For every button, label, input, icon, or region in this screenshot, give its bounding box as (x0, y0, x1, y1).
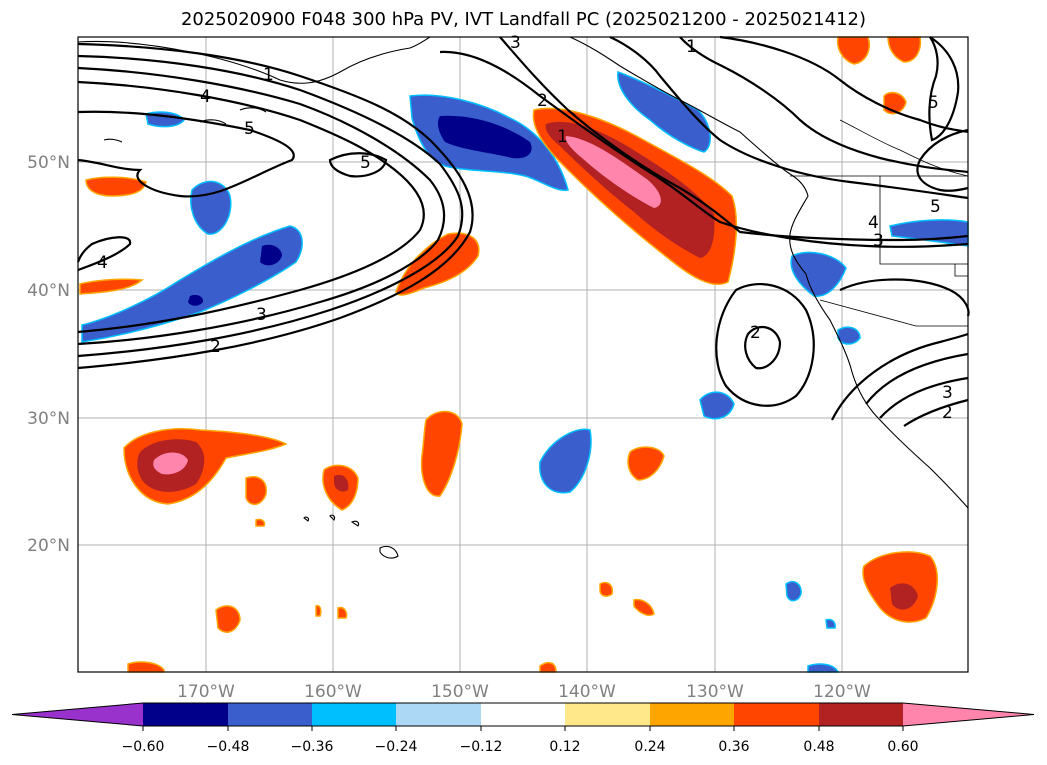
colorbar-segment (481, 703, 565, 726)
colorbar-tick-label: 0.48 (803, 739, 834, 755)
lon-label: 140°W (558, 682, 616, 702)
pv-anomaly-navy (437, 115, 532, 159)
colorbar-tick-label: 0.24 (634, 739, 665, 755)
contour-label: 2 (942, 403, 953, 423)
lon-label: 170°W (177, 682, 235, 702)
pv-anomaly-orangered (627, 446, 665, 481)
colorbar-tick-label: −0.48 (207, 739, 250, 755)
contour-label: 4 (200, 87, 211, 107)
colorbar-extend-min (12, 703, 143, 726)
ivt-contours (76, 35, 970, 427)
pv-anomaly-blue (617, 70, 711, 153)
pv-anomaly-blue (837, 326, 861, 345)
lon-label: 120°W (813, 682, 871, 702)
colorbar-segment (228, 703, 312, 726)
pv-anomaly-orangered (420, 410, 463, 497)
colorbar-tick-label: −0.24 (375, 739, 418, 755)
latitude-labels: 50°N 40°N 30°N 20°N (27, 153, 70, 556)
lat-label: 30°N (27, 409, 70, 429)
pv-anomaly-blue (539, 428, 592, 494)
lon-label: 150°W (431, 682, 489, 702)
pv-anomaly-orangered (836, 36, 870, 65)
contour-label: 3 (873, 231, 884, 251)
contour-label: 2 (537, 91, 548, 111)
map-title: 2025020900 F048 300 hPa PV, IVT Landfall… (180, 9, 867, 30)
contour-label: 3 (256, 305, 267, 325)
pv-anomaly-blue (825, 618, 836, 629)
pv-anomaly-orangered (337, 606, 348, 619)
pv-anomaly-firebrick (334, 474, 349, 492)
contour-label: 1 (686, 37, 697, 57)
pv-anomaly-orangered (633, 598, 655, 617)
pv-anomaly-pink (565, 136, 661, 208)
lat-label: 40°N (27, 281, 70, 301)
contour-label: 2 (750, 323, 761, 343)
lon-label: 160°W (304, 682, 362, 702)
contour-label: 1 (263, 65, 274, 85)
colorbar-segment (143, 703, 228, 726)
map-panel: 1 4 5 5 4 3 2 2 1 3 1 5 2 4 3 5 3 2 (76, 33, 970, 673)
colorbar-segment (312, 703, 396, 726)
contour-label: 3 (942, 383, 953, 403)
colorbar-tick-label: 0.12 (549, 739, 580, 755)
pv-anomaly-orangered (315, 604, 322, 617)
colorbar-tick-label: −0.60 (122, 739, 165, 755)
contour-label: 5 (928, 93, 939, 113)
colorbar-tick-label: −0.12 (460, 739, 503, 755)
lat-label: 50°N (27, 153, 70, 173)
contour-label: 5 (930, 197, 941, 217)
colorbar-labels: −0.60 −0.48 −0.36 −0.24 −0.12 0.12 0.24 … (122, 739, 919, 755)
pv-anomaly-navy (260, 244, 282, 266)
contour-label: 1 (557, 127, 568, 147)
pv-anomaly-orangered (599, 581, 614, 597)
pv-anomaly-blue (699, 391, 735, 420)
colorbar-segment (650, 703, 734, 726)
lon-label: 130°W (686, 682, 744, 702)
colorbar-segment (396, 703, 481, 726)
colorbar-segment (565, 703, 650, 726)
pv-anomaly-orangered (887, 36, 922, 63)
pv-anomaly-blue (81, 225, 303, 343)
pv-anomaly-blue (785, 580, 802, 602)
contour-label: 5 (360, 153, 371, 173)
pv-anomaly-orangered (539, 661, 557, 673)
colorbar-tick-label: −0.36 (291, 739, 334, 755)
pv-anomaly-orangered (79, 278, 144, 295)
pv-anomaly-orangered (85, 176, 147, 197)
pv-anomaly-orangered (245, 476, 267, 506)
pv-anomaly-pink (153, 452, 188, 475)
pv-anomaly-orangered (255, 518, 266, 527)
contour-label: 2 (210, 337, 221, 357)
colorbar-segment (734, 703, 819, 726)
contour-label: 4 (97, 253, 108, 273)
pv-negative-anomalies (81, 70, 969, 673)
colorbar-tick-label: 0.36 (718, 739, 749, 755)
contour-labels: 1 4 5 5 4 3 2 2 1 3 1 5 2 4 3 5 3 2 (97, 33, 953, 423)
longitude-labels: 170°W 160°W 150°W 140°W 130°W 120°W (177, 682, 871, 702)
contour-label: 5 (244, 119, 255, 139)
pv-anomaly-blue (790, 251, 847, 297)
colorbar-tick-label: 0.60 (887, 739, 918, 755)
lat-label: 20°N (27, 536, 70, 556)
map-frame (77, 36, 969, 673)
contour-label: 3 (510, 33, 521, 53)
contour-label: 4 (868, 213, 879, 233)
colorbar-segment (819, 703, 903, 726)
pv-anomaly-firebrick (890, 583, 918, 610)
colorbar-extend-max (903, 703, 1034, 726)
colorbar (11, 702, 1035, 731)
pv-anomaly-orangered (215, 605, 241, 633)
pv-anomaly-navy (188, 294, 204, 306)
